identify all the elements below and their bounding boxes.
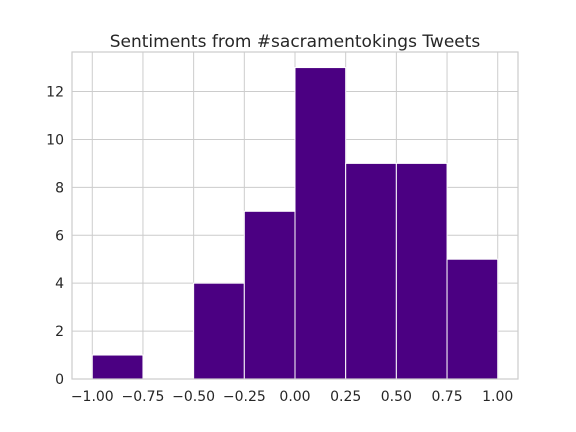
x-tick-label: 0.50 (381, 389, 412, 405)
y-tick-label: 2 (55, 324, 64, 340)
histogram-bar-5 (345, 162, 397, 380)
y-tick-label: 6 (55, 228, 64, 244)
histogram-bar-2 (193, 282, 245, 380)
histogram-bar-3 (243, 210, 296, 380)
histogram-bar-7 (446, 258, 499, 380)
x-tick-label: 0.75 (431, 389, 462, 405)
y-axis-ticks: 0 2 4 6 8 10 12 (46, 85, 64, 388)
y-tick-label: 12 (46, 85, 64, 101)
histogram-bar-6 (395, 162, 448, 380)
x-tick-label: 1.00 (482, 389, 513, 405)
y-tick-label: 4 (55, 276, 64, 292)
x-tick-label: −0.50 (172, 389, 215, 405)
x-axis-ticks: −1.00 −0.75 −0.50 −0.25 0.00 0.25 0.50 0.75 1.00 (71, 389, 513, 405)
y-tick-label: 0 (55, 372, 64, 388)
histogram-bar-4 (294, 67, 347, 380)
chart-title: Sentiments from #sacramentokings Tweets (110, 32, 481, 52)
x-tick-label: −1.00 (71, 389, 114, 405)
y-tick-label: 8 (55, 180, 64, 196)
x-tick-label: −0.25 (223, 389, 266, 405)
x-tick-label: −0.75 (122, 389, 165, 405)
x-tick-label: 0.25 (330, 389, 361, 405)
x-tick-label: 0.00 (279, 389, 310, 405)
bars (91, 67, 499, 380)
y-tick-label: 10 (46, 132, 64, 148)
plot-frame (71, 51, 519, 380)
histogram-bar-0 (91, 354, 144, 380)
